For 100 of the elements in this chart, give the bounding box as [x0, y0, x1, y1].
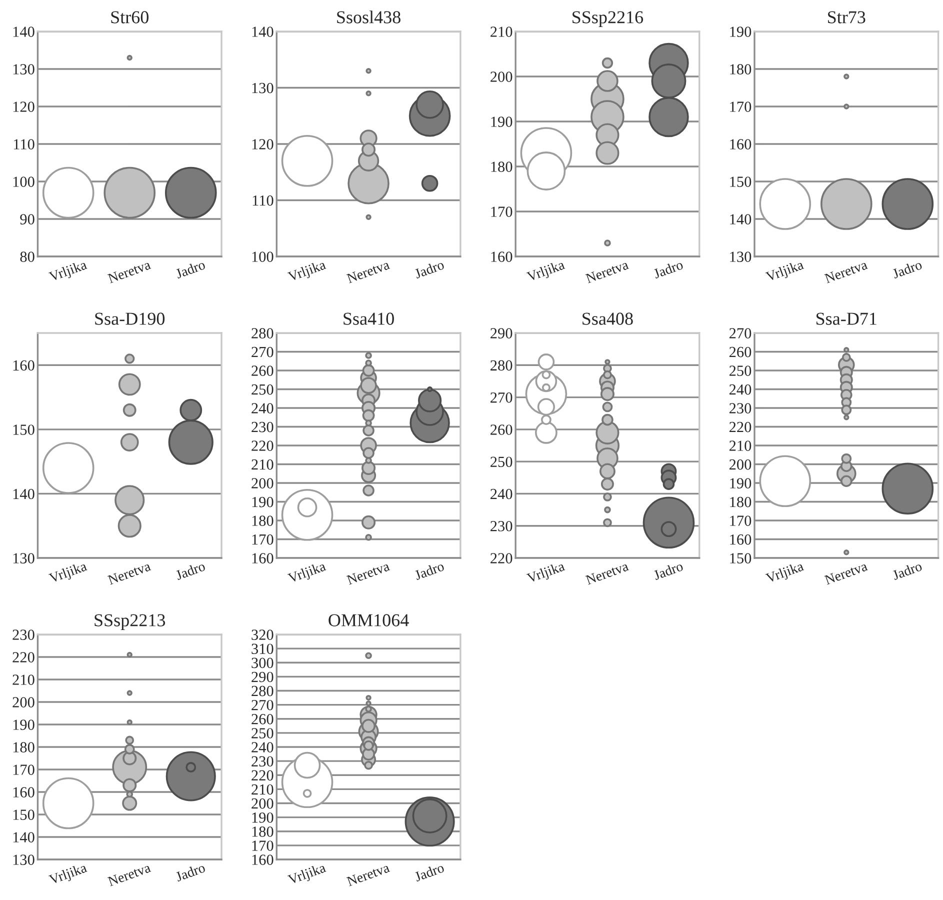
y-tick-label: 160: [730, 534, 752, 545]
y-tick-label: 160: [13, 787, 34, 798]
y-tick-label: 190: [252, 812, 274, 823]
y-tick-label: 270: [252, 700, 274, 710]
y-tick-label: 160: [13, 360, 34, 371]
chart-title: Ssa-D190: [95, 312, 165, 325]
y-tick-label: 210: [12, 674, 34, 685]
y-tick-label: 220: [252, 440, 274, 451]
y-tick-label: 180: [252, 516, 274, 526]
y-tick-label: 200: [490, 72, 512, 82]
y-tick-label: 200: [12, 697, 34, 708]
y-tick-label: 140: [252, 26, 274, 37]
x-tick-label: Neretva: [346, 260, 390, 284]
y-tick-label: 180: [252, 826, 274, 837]
y-tick-label: 300: [252, 658, 274, 668]
y-tick-label: 160: [252, 553, 274, 564]
y-tick-label: 170: [252, 840, 274, 851]
y-tick-label: 240: [252, 403, 274, 414]
y-tick-label: 150: [13, 424, 34, 435]
y-tick-label: 150: [730, 553, 752, 564]
y-tick-label: 210: [490, 26, 512, 37]
y-tick-label: 170: [730, 102, 752, 112]
x-tick-label: Jadro: [652, 560, 684, 580]
y-tick-label: 140: [730, 214, 752, 224]
x-tick-label: Neretva: [824, 260, 868, 284]
y-tick-label: 240: [729, 384, 752, 395]
x-tick-label: Vrljika: [48, 560, 88, 586]
y-tick-label: 320: [252, 630, 274, 640]
y-tick-label: 210: [252, 784, 274, 795]
y-tick-label: 200: [252, 478, 274, 488]
y-tick-label: 80: [20, 252, 34, 262]
y-tick-label: 110: [252, 195, 274, 206]
y-tick-label: 160: [252, 854, 274, 865]
y-tick-label: 250: [729, 366, 752, 376]
x-tick-label: Jadro: [414, 560, 445, 580]
y-tick-label: 210: [252, 459, 274, 470]
y-tick-label: 250: [252, 728, 274, 738]
y-tick-label: 260: [252, 366, 274, 376]
y-tick-label: 170: [252, 534, 274, 545]
chart-title: Str60: [111, 11, 148, 24]
x-tick-label: Jadro: [652, 259, 684, 279]
y-tick-label: 270: [490, 392, 512, 403]
y-tick-label: 200: [729, 459, 752, 470]
y-tick-label: 100: [252, 252, 274, 262]
y-tick-label: 140: [13, 26, 34, 37]
chart-title: Str73: [828, 11, 866, 24]
y-tick-label: 220: [490, 553, 512, 564]
x-tick-label: Neretva: [824, 561, 868, 585]
y-tick-label: 190: [730, 26, 752, 37]
y-tick-label: 150: [730, 176, 752, 187]
y-tick-label: 270: [729, 328, 752, 338]
y-tick-label: 140: [13, 488, 34, 500]
y-tick-label: 160: [730, 139, 752, 150]
x-tick-label: Vrljika: [287, 862, 328, 888]
y-tick-label: 190: [491, 116, 512, 127]
chart-title: OMM1064: [328, 614, 409, 626]
y-tick-label: 150: [13, 810, 34, 820]
y-tick-label: 180: [730, 64, 752, 74]
y-tick-label: 280: [252, 686, 274, 696]
y-tick-label: 190: [252, 496, 274, 508]
y-tick-label: 120: [252, 139, 274, 150]
x-tick-label: Jadro: [174, 862, 206, 882]
y-tick-label: 90: [20, 214, 34, 224]
chart-title: Ssa-D71: [816, 312, 876, 325]
x-tick-label: Jadro: [892, 560, 922, 580]
y-tick-label: 230: [252, 756, 274, 767]
x-tick-label: Vrljika: [48, 862, 88, 888]
x-tick-label: Neretva: [346, 862, 390, 886]
chart-title: SSsp2216: [572, 11, 644, 28]
y-tick-label: 220: [12, 652, 34, 662]
chart-title: SSsp2213: [94, 614, 166, 630]
y-tick-label: 130: [13, 64, 34, 74]
y-tick-label: 130: [13, 553, 34, 564]
y-tick-label: 220: [252, 770, 274, 781]
y-tick-label: 180: [13, 742, 34, 752]
y-tick-label: 170: [730, 516, 752, 526]
x-tick-label: Neretva: [585, 260, 630, 284]
x-tick-label: Vrljika: [287, 259, 328, 284]
x-tick-label: Jadro: [174, 259, 206, 279]
x-tick-label: Vrljika: [526, 560, 566, 586]
y-tick-label: 170: [491, 206, 512, 217]
y-tick-label: 200: [252, 798, 274, 809]
y-tick-label: 270: [252, 346, 274, 358]
x-tick-label: Vrljika: [48, 259, 88, 284]
y-tick-label: 220: [729, 422, 752, 432]
y-tick-label: 290: [490, 328, 512, 338]
y-tick-label: 130: [252, 82, 274, 94]
x-tick-label: Jadro: [414, 862, 445, 882]
x-tick-label: Neretva: [107, 561, 152, 585]
y-tick-label: 100: [13, 176, 34, 187]
y-tick-label: 130: [13, 854, 34, 865]
x-tick-label: Vrljika: [765, 560, 806, 586]
y-tick-label: 260: [252, 714, 274, 724]
chart-title: Ssosl438: [337, 10, 400, 24]
y-tick-label: 250: [490, 456, 512, 468]
y-tick-label: 240: [252, 742, 274, 752]
x-tick-label: Vrljika: [765, 259, 806, 284]
y-tick-label: 170: [13, 764, 34, 775]
y-tick-label: 120: [13, 102, 34, 112]
y-tick-label: 230: [12, 630, 34, 640]
